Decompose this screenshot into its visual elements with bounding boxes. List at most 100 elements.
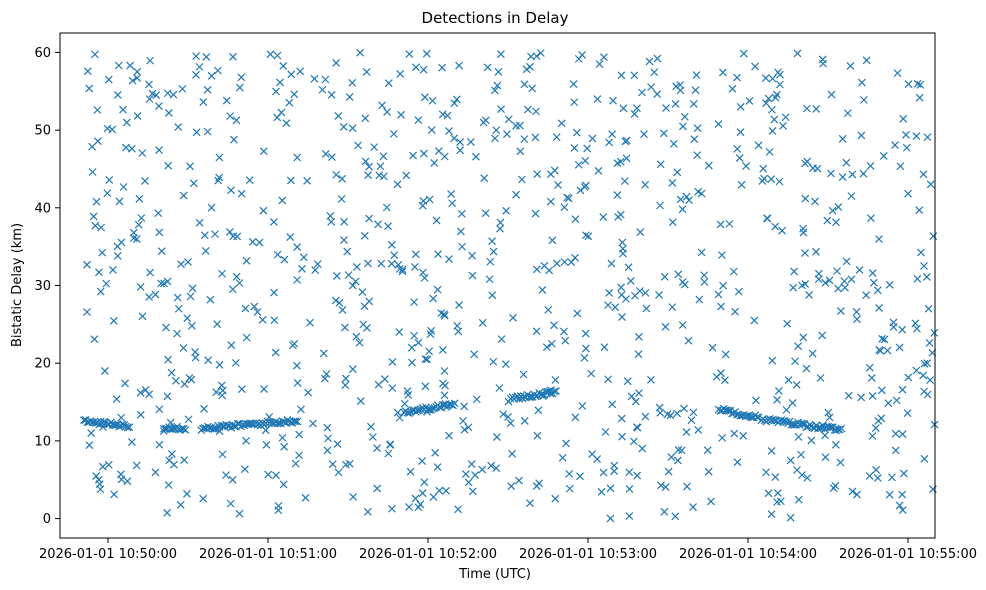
detection-marker bbox=[186, 292, 195, 301]
detection-marker bbox=[504, 412, 512, 421]
detection-marker bbox=[847, 275, 856, 284]
detection-marker bbox=[180, 380, 189, 388]
detection-marker bbox=[108, 266, 117, 274]
detection-marker bbox=[904, 80, 913, 89]
detection-marker bbox=[90, 335, 99, 344]
detection-marker bbox=[280, 442, 289, 451]
detection-marker bbox=[412, 63, 420, 72]
detection-marker bbox=[552, 386, 560, 395]
detection-marker bbox=[865, 363, 874, 372]
y-axis-label: Bistatic Delay (km) bbox=[10, 223, 25, 347]
detection-marker bbox=[269, 218, 278, 226]
detection-marker bbox=[272, 471, 280, 480]
detection-marker bbox=[83, 260, 91, 269]
detection-marker bbox=[405, 50, 414, 58]
detection-marker bbox=[551, 494, 560, 503]
detection-marker bbox=[859, 95, 868, 104]
detection-marker bbox=[775, 80, 784, 89]
detection-marker bbox=[471, 471, 480, 479]
detection-marker bbox=[618, 313, 626, 322]
detection-marker bbox=[167, 450, 176, 458]
detection-marker bbox=[332, 170, 341, 179]
detection-marker bbox=[570, 98, 579, 107]
detection-marker bbox=[920, 359, 929, 368]
detection-marker bbox=[227, 341, 236, 350]
detection-marker bbox=[213, 320, 222, 329]
detection-marker bbox=[293, 243, 302, 252]
detection-marker bbox=[447, 190, 456, 198]
detection-marker bbox=[114, 61, 123, 70]
detection-marker bbox=[323, 423, 332, 432]
detection-marker bbox=[440, 310, 448, 318]
detection-marker bbox=[594, 166, 603, 175]
detection-marker bbox=[455, 61, 463, 70]
detection-marker bbox=[750, 316, 759, 325]
detection-marker bbox=[352, 332, 361, 341]
detection-marker bbox=[279, 62, 288, 70]
detection-marker bbox=[266, 50, 275, 59]
detection-marker bbox=[353, 263, 361, 271]
detection-marker bbox=[213, 66, 222, 75]
detection-marker bbox=[428, 96, 437, 105]
detection-marker bbox=[295, 451, 304, 460]
detection-marker bbox=[788, 399, 797, 407]
detection-marker bbox=[492, 464, 501, 473]
detection-marker bbox=[773, 489, 782, 498]
detection-marker bbox=[833, 267, 841, 276]
detection-marker bbox=[499, 410, 508, 419]
detection-marker bbox=[133, 67, 142, 76]
detection-marker bbox=[859, 169, 868, 178]
detection-marker bbox=[895, 343, 904, 352]
detection-marker bbox=[154, 209, 163, 218]
detection-marker bbox=[789, 283, 798, 292]
detection-marker bbox=[207, 71, 216, 80]
detection-marker bbox=[355, 338, 364, 347]
detection-marker bbox=[923, 133, 932, 142]
detection-marker bbox=[396, 69, 405, 78]
detection-marker bbox=[339, 123, 348, 131]
x-tick-label: 2026-01-01 10:50:00 bbox=[39, 547, 177, 562]
detection-marker bbox=[714, 290, 723, 299]
detection-marker bbox=[199, 98, 208, 106]
detection-marker bbox=[725, 219, 734, 228]
detection-marker bbox=[126, 61, 135, 70]
detection-marker bbox=[241, 465, 249, 474]
detection-marker bbox=[151, 468, 160, 477]
detection-marker bbox=[368, 433, 377, 441]
detection-marker bbox=[105, 175, 114, 184]
detection-marker bbox=[163, 392, 172, 401]
detection-marker bbox=[184, 415, 193, 424]
detection-marker bbox=[588, 134, 597, 143]
detection-marker bbox=[562, 439, 570, 448]
detection-marker bbox=[259, 206, 268, 215]
detection-marker bbox=[617, 414, 626, 423]
detection-marker bbox=[253, 307, 262, 316]
detection-marker bbox=[186, 162, 194, 171]
detection-marker bbox=[384, 222, 392, 231]
detection-marker bbox=[157, 279, 166, 288]
detection-marker bbox=[496, 224, 504, 233]
detection-marker bbox=[512, 190, 521, 199]
detection-marker bbox=[831, 440, 840, 449]
detection-marker bbox=[448, 199, 457, 208]
detection-marker bbox=[229, 232, 238, 241]
detection-marker bbox=[360, 231, 369, 240]
detection-marker bbox=[117, 475, 126, 484]
detection-marker bbox=[202, 53, 211, 61]
detection-marker bbox=[488, 237, 497, 246]
detection-marker bbox=[278, 196, 287, 205]
detection-marker bbox=[98, 462, 107, 471]
detection-marker bbox=[891, 141, 899, 150]
detection-marker bbox=[633, 471, 642, 480]
detection-marker bbox=[736, 128, 745, 137]
detection-marker bbox=[752, 396, 760, 405]
detection-marker bbox=[875, 235, 883, 243]
detection-marker bbox=[840, 277, 849, 286]
detection-marker bbox=[692, 71, 701, 80]
detection-marker bbox=[420, 273, 429, 282]
detection-marker bbox=[373, 484, 382, 493]
detection-marker bbox=[844, 391, 853, 400]
detection-marker bbox=[512, 121, 520, 130]
detection-marker bbox=[657, 481, 665, 490]
detection-marker bbox=[606, 514, 615, 523]
